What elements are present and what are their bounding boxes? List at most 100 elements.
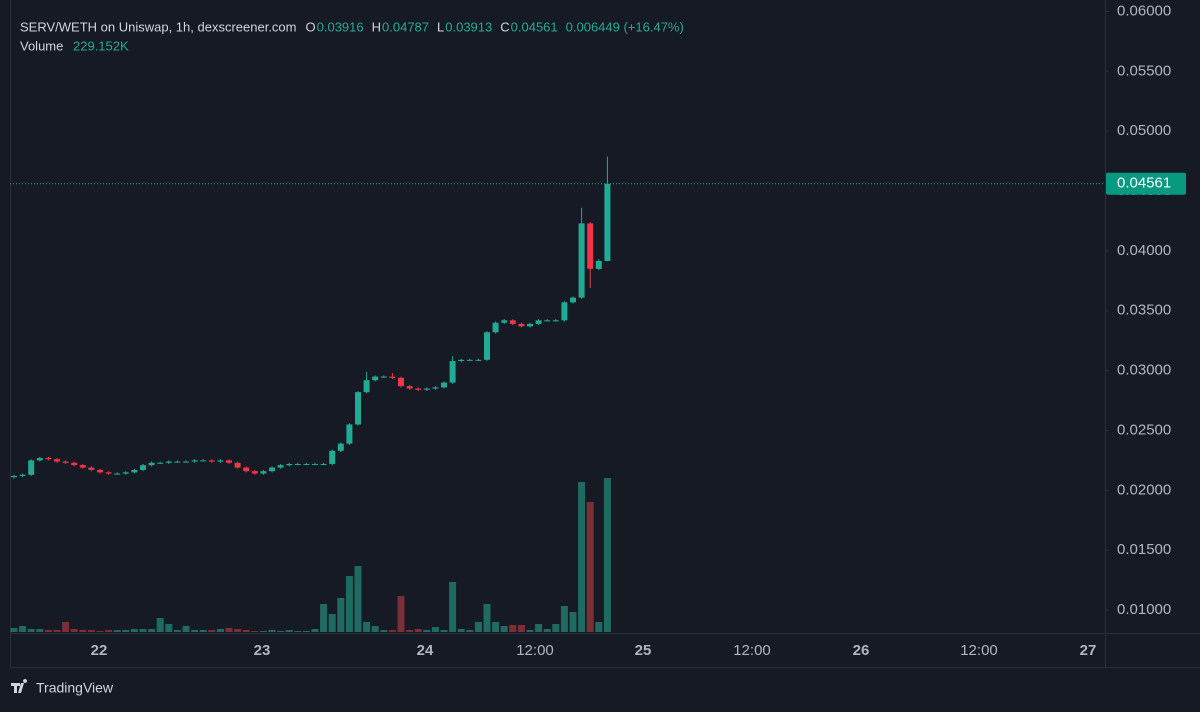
candle-body [45,457,52,460]
y-tick-label: 0.05500 [1117,62,1171,79]
candle-body [122,472,129,474]
volume-bar [165,624,173,632]
ohlc-letter: L [437,19,444,34]
candle-body [19,474,26,476]
volume-bar [440,629,448,632]
volume-bar [268,629,276,632]
x-tick-label: 23 [254,642,271,659]
candle-body [97,469,103,473]
volume-bar [363,621,371,632]
plot [10,156,611,632]
candle-body [11,475,17,478]
candle-body [312,463,318,465]
candle-body [475,359,482,361]
volume-bar [242,629,250,632]
volume-bar [285,629,293,632]
change-label: 0.006449 (+16.47%) [566,19,684,34]
x-tick-label: 26 [853,642,870,659]
candle-body [415,388,422,390]
y-tick-label: 0.06000 [1117,2,1171,19]
candle-body [578,223,585,298]
candle-body [518,323,525,327]
candle-body [535,320,542,324]
volume-bar [354,566,362,632]
volume-bar [225,627,233,632]
candle-body [380,376,387,378]
chart-title: SERV/WETH on Uniswap, 1h, dexscreener.co… [20,19,297,34]
volume-bar [113,629,121,632]
volume-bar [36,628,44,632]
volume-bar [560,605,568,632]
volume-bar [414,628,422,632]
volume-bar [234,628,242,632]
volume-bar [431,627,439,632]
brand: TradingView [11,679,114,696]
x-tick-label: 27 [1080,642,1097,659]
volume-bar [294,630,302,632]
x-tick-label: 12:00 [516,642,554,659]
volume-bar [449,582,457,632]
candle-body [148,462,155,466]
brand-name: TradingView [36,680,114,696]
candle-body [329,450,336,464]
candle-body [389,376,396,378]
volume-bar [96,630,104,632]
brand-logo [11,679,28,693]
volume-bar [10,627,18,632]
volume-bar [509,625,517,632]
y-tick-label: 0.03000 [1117,362,1171,379]
volume-bar [53,629,61,632]
volume-bar [216,628,224,632]
volume-bar [105,629,113,632]
candle-body [406,386,413,389]
ohlc-letter: H [372,19,381,34]
candle-body [294,463,301,465]
volume-bar [311,628,319,632]
volume-bar [603,478,611,632]
y-tick-label: 0.01000 [1117,601,1171,618]
volume-name: Volume [20,38,63,53]
candle-body [604,183,611,261]
candle-body [54,459,60,462]
candle-body [458,359,465,362]
volume-bar [148,628,156,632]
volume-bar [122,629,130,632]
candle-body [174,461,181,463]
volume-bar [173,629,181,632]
candle-body [269,467,275,472]
ohlc-letter: O [306,19,316,34]
candle-body [492,322,499,333]
candle-body [527,323,533,327]
candle-body [226,460,232,463]
volume-bar [526,629,534,632]
candle-body [277,465,284,468]
volume-bar [380,629,388,632]
ohlc-value: 0.03916 [317,19,364,34]
candle-body [398,377,404,387]
candle-body [191,460,198,462]
candle-body [131,469,138,473]
candle-body [346,424,353,444]
candle-body [140,465,146,470]
candle-body [509,320,516,324]
volume-bar [337,597,345,632]
candle-body [157,462,164,464]
volume-bar [543,628,551,632]
y-tick-label: 0.03500 [1117,302,1171,319]
volume-bar [44,629,52,632]
candle-body [484,332,490,360]
volume-bar [586,502,594,632]
volume-bar [156,618,164,632]
candle-body [423,388,430,390]
x-tick-label: 24 [417,642,434,659]
candle-body [552,320,559,322]
volume-bar [191,629,199,632]
volume-bar [492,621,500,632]
volume-bar [552,624,560,632]
y-tick-label: 0.02000 [1117,481,1171,498]
candle-body [251,471,258,474]
volume-bar [199,629,207,632]
last-price-label: 0.04561 [1117,175,1171,192]
candle-body [372,376,379,381]
